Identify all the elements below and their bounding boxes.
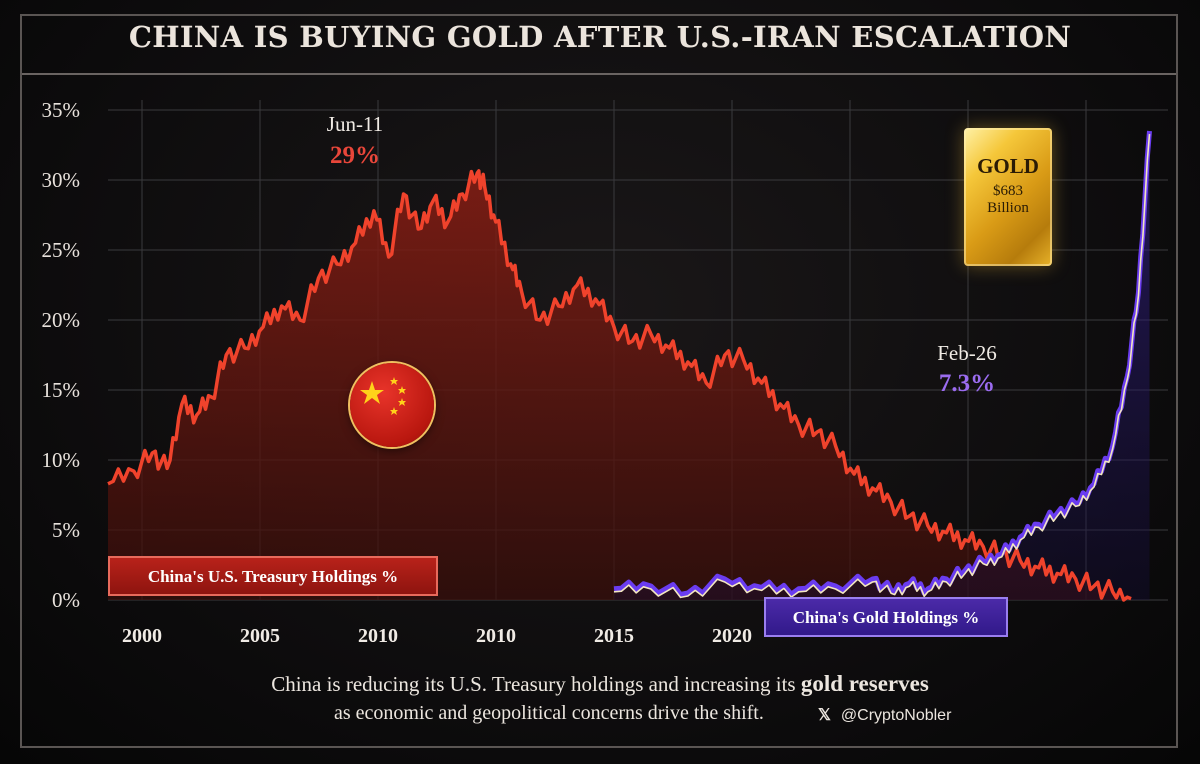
gold-area: [614, 131, 1150, 600]
x-tick-label: 2000: [122, 625, 162, 647]
x-logo-icon: 𝕏: [818, 707, 831, 724]
title-divider: [22, 73, 1176, 75]
china-flag-icon: [350, 363, 434, 447]
gold-bar-word: GOLD: [977, 154, 1039, 178]
legend-gold-holdings: China's Gold Holdings %: [764, 597, 1008, 637]
frame-border: [20, 14, 1178, 748]
x-tick-label: 2010: [358, 625, 398, 647]
y-tick-label: 30%: [42, 168, 81, 192]
latest-value-label: 7.3%: [939, 370, 995, 397]
y-tick-label: 5%: [52, 518, 80, 542]
chart-title: CHINA IS BUYING GOLD AFTER U.S.-IRAN ESC…: [128, 20, 1072, 54]
gold-line-highlight: [613, 133, 1151, 599]
x-tick-label: 2005: [240, 625, 280, 647]
y-tick-label: 25%: [42, 238, 81, 262]
treasury-line: [107, 169, 1132, 602]
y-tick-label: 20%: [42, 308, 81, 332]
x-tick-label: 2010: [476, 625, 516, 647]
peak-value-label: 29%: [330, 142, 380, 169]
gold-bar-icon: GOLD $683 Billion: [964, 128, 1052, 266]
footer-gold-reserves: gold reserves: [800, 671, 929, 696]
footer-line-1: China is reducing its U.S. Treasury hold…: [0, 671, 1200, 697]
author-handle: 𝕏 @CryptoNobler: [818, 705, 951, 725]
latest-date-label: Feb-26: [937, 341, 997, 365]
y-tick-label: 10%: [42, 448, 81, 472]
x-tick-label: 2020: [712, 625, 752, 647]
y-tick-label: 15%: [42, 378, 81, 402]
footer-line-1-text: China is reducing its U.S. Treasury hold…: [271, 672, 801, 696]
legend-treasury-holdings: China's U.S. Treasury Holdings %: [108, 556, 438, 596]
gold-bar-unit: Billion: [987, 200, 1029, 216]
author-handle-text: @CryptoNobler: [840, 707, 952, 724]
y-tick-label: 0%: [52, 588, 80, 612]
gold-line: [613, 130, 1152, 597]
treasury-area: [108, 170, 1132, 600]
footer-line-2: as economic and geopolitical concerns dr…: [334, 702, 764, 724]
peak-date-label: Jun-11: [327, 112, 383, 136]
y-tick-label: 35%: [42, 98, 81, 122]
gold-bar-amount: $683: [993, 183, 1023, 199]
x-tick-label: 2015: [594, 625, 634, 647]
